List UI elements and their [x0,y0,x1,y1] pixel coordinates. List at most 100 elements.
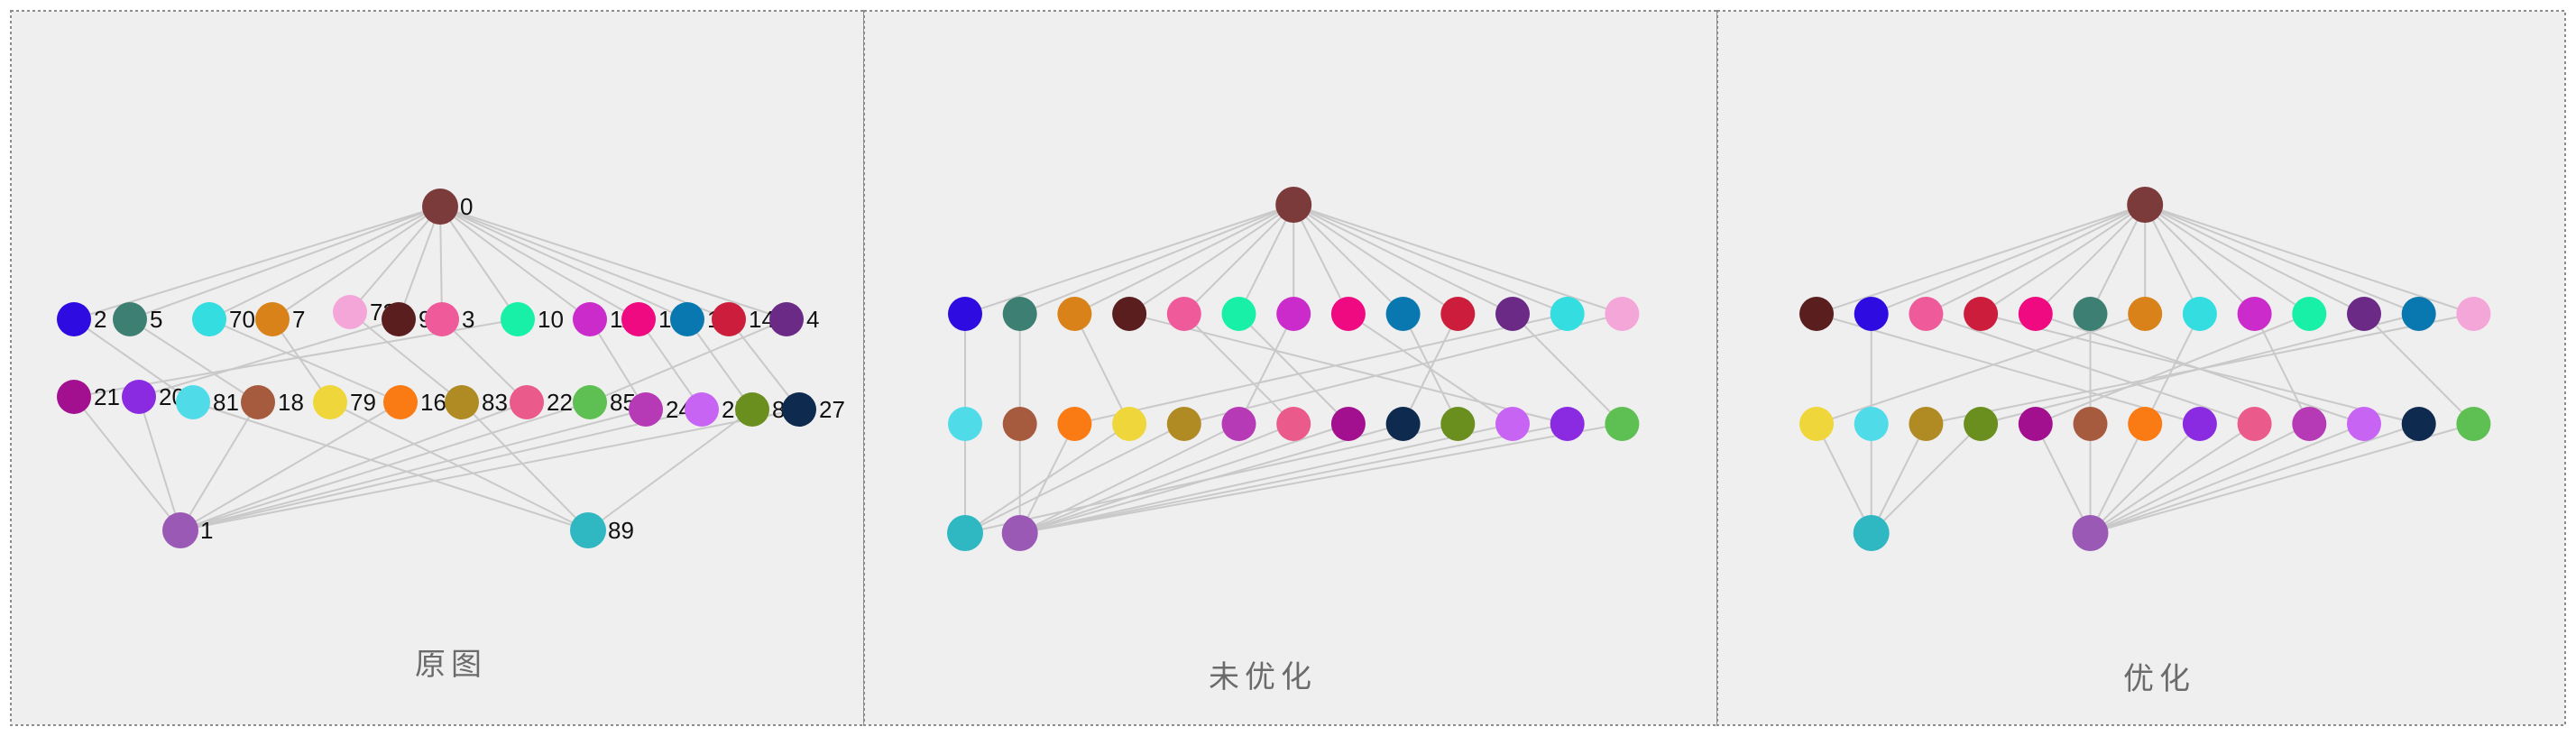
node-3[interactable] [425,302,459,336]
node-27[interactable] [1385,407,1421,441]
node-22[interactable] [510,385,544,419]
node-4[interactable] [769,302,804,336]
node-81[interactable] [948,407,982,441]
node-7[interactable] [255,302,290,336]
node-7[interactable] [2128,297,2163,331]
edge-87-89 [1870,423,1982,534]
edge-21-1 [73,396,181,531]
node-21[interactable] [57,380,91,414]
node-81[interactable] [1854,407,1889,441]
node-24[interactable] [1221,407,1256,441]
node-24[interactable] [2292,407,2327,441]
node-25[interactable] [1495,407,1530,441]
node-87[interactable] [735,392,769,427]
edge-14-27 [728,318,800,410]
node-25[interactable] [2347,407,2381,441]
node-label-83: 83 [482,389,508,416]
node-1[interactable] [162,512,198,548]
node-21[interactable] [2018,407,2053,441]
node-label-0: 0 [460,193,473,220]
node-14[interactable] [1440,297,1476,331]
node-2[interactable] [57,302,91,336]
node-70[interactable] [1550,297,1585,331]
node-9[interactable] [382,302,416,336]
edge-21-1 [2034,423,2092,534]
node-1[interactable] [1001,515,1038,551]
node-18[interactable] [2073,407,2108,441]
edge-0-2 [73,206,441,320]
node-21[interactable] [1330,407,1366,441]
node-4[interactable] [1495,297,1530,331]
node-18[interactable] [241,385,275,419]
node-89[interactable] [570,512,606,548]
node-83[interactable] [1166,407,1201,441]
node-11[interactable] [573,302,607,336]
node-10[interactable] [501,302,535,336]
node-22[interactable] [2237,407,2272,441]
node-10[interactable] [1221,297,1256,331]
edge-13-87 [686,318,753,410]
node-4[interactable] [2347,297,2381,331]
node-5[interactable] [1002,297,1037,331]
node-70[interactable] [2182,297,2217,331]
edge-27-1 [1019,423,1403,534]
node-2[interactable] [948,297,982,331]
node-7[interactable] [1057,297,1092,331]
node-0[interactable] [1275,187,1312,223]
node-25[interactable] [685,392,719,427]
node-73[interactable] [1605,297,1640,331]
node-11[interactable] [2237,297,2272,331]
node-73[interactable] [2456,297,2491,331]
node-14[interactable] [712,302,746,336]
node-5[interactable] [2073,297,2108,331]
node-3[interactable] [1909,297,1944,331]
node-13[interactable] [2401,297,2436,331]
node-85[interactable] [2456,407,2491,441]
edge-81-89 [192,401,589,531]
node-22[interactable] [1276,407,1311,441]
node-79[interactable] [313,385,347,419]
node-87[interactable] [1964,407,1999,441]
edge-18-1 [179,401,259,531]
node-85[interactable] [1605,407,1640,441]
node-14[interactable] [1964,297,1999,331]
node-12[interactable] [1330,297,1366,331]
node-0[interactable] [2127,187,2164,223]
node-0[interactable] [422,189,458,225]
node-79[interactable] [1112,407,1147,441]
node-9[interactable] [1112,297,1147,331]
node-79[interactable] [1799,407,1834,441]
node-16[interactable] [2128,407,2163,441]
node-20[interactable] [122,380,156,414]
node-73[interactable] [333,295,367,329]
node-3[interactable] [1166,297,1201,331]
node-1[interactable] [2072,515,2109,551]
node-16[interactable] [383,385,418,419]
node-83[interactable] [445,385,479,419]
node-2[interactable] [1854,297,1889,331]
node-13[interactable] [670,302,704,336]
node-27[interactable] [782,392,816,427]
node-89[interactable] [947,515,983,551]
node-10[interactable] [2292,297,2327,331]
node-20[interactable] [2182,407,2217,441]
edge-0-3 [439,206,443,320]
node-5[interactable] [113,302,147,336]
node-20[interactable] [1550,407,1585,441]
node-85[interactable] [573,385,607,419]
node-89[interactable] [1853,515,1890,551]
node-27[interactable] [2401,407,2436,441]
node-13[interactable] [1385,297,1421,331]
node-18[interactable] [1002,407,1037,441]
node-12[interactable] [2018,297,2053,331]
edge-11-24 [1237,313,1295,425]
node-24[interactable] [629,392,663,427]
node-87[interactable] [1440,407,1476,441]
node-83[interactable] [1909,407,1944,441]
node-11[interactable] [1276,297,1311,331]
node-81[interactable] [176,385,210,419]
node-16[interactable] [1057,407,1092,441]
node-9[interactable] [1799,297,1834,331]
node-12[interactable] [621,302,656,336]
node-70[interactable] [192,302,226,336]
